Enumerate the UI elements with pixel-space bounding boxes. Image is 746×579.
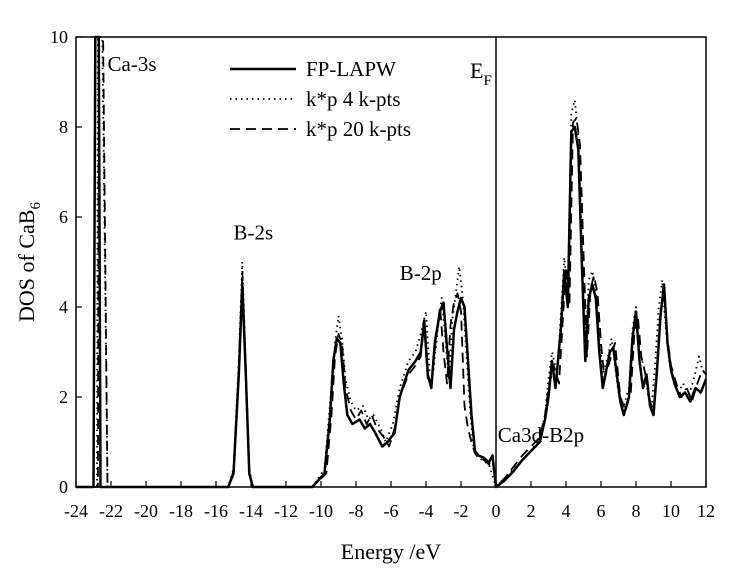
x-tick-label: 10 xyxy=(662,501,680,521)
fermi-level-label-text: E xyxy=(470,58,483,83)
x-tick-label: -14 xyxy=(239,501,263,521)
x-tick-label: -22 xyxy=(99,501,123,521)
x-tick-label: 6 xyxy=(597,501,606,521)
x-tick-label: 0 xyxy=(492,501,501,521)
x-tick-label: 12 xyxy=(697,501,715,521)
y-axis: 0 2 4 6 8 10 xyxy=(50,27,82,497)
annotation-ca3d-b2p: Ca3d-B2p xyxy=(498,423,584,447)
x-axis-label: Energy /eV xyxy=(341,539,442,564)
annotations: Ca-3s B-2s B-2p Ca3d-B2p xyxy=(108,52,585,447)
series-line-k-p-4-k-pts xyxy=(76,36,707,488)
x-tick-label: 4 xyxy=(562,501,571,521)
y-tick-label: 4 xyxy=(59,297,68,317)
annotation-b-2s: B-2s xyxy=(234,221,274,245)
legend: FP-LAPW k*p 4 k-pts k*p 20 k-pts xyxy=(230,57,411,141)
x-axis: -24 -22 -20 -18 -16 -14 -12 -10 -8 -6 -4 -2 0 2 4 6 8 10 1… xyxy=(64,481,715,521)
x-tick-label: -2 xyxy=(454,501,469,521)
y-tick-label: 0 xyxy=(59,477,68,497)
x-tick-label: -12 xyxy=(274,501,298,521)
legend-label-k-p-4-k-pts: k*p 4 k-pts xyxy=(306,87,401,111)
x-tick-label: -18 xyxy=(169,501,193,521)
fermi-level-label: EF xyxy=(470,58,492,89)
x-tick-label: -20 xyxy=(134,501,158,521)
legend-label-k-p-20-k-pts: k*p 20 k-pts xyxy=(306,117,411,141)
y-tick-label: 6 xyxy=(59,207,68,227)
fermi-level-label-subscript: F xyxy=(483,73,491,89)
y-axis-label-subscript: 6 xyxy=(28,202,44,210)
x-tick-label: -6 xyxy=(384,501,399,521)
x-tick-label: 8 xyxy=(632,501,641,521)
x-tick-label: -8 xyxy=(349,501,364,521)
x-tick-label: -16 xyxy=(204,501,228,521)
y-tick-label: 8 xyxy=(59,117,68,137)
x-tick-label: 2 xyxy=(527,501,536,521)
annotation-ca-3s: Ca-3s xyxy=(108,52,157,76)
x-tick-label: -10 xyxy=(309,501,333,521)
y-axis-label: DOS of CaB6 xyxy=(14,202,44,322)
x-tick-label: -4 xyxy=(419,501,434,521)
y-tick-label: 10 xyxy=(50,27,68,47)
legend-label-fp-lapw: FP-LAPW xyxy=(306,57,396,81)
series-layer xyxy=(76,35,708,489)
series-line-k-p-20-k-pts xyxy=(76,36,707,488)
annotation-b-2p: B-2p xyxy=(400,261,442,285)
y-tick-label: 2 xyxy=(59,387,68,407)
y-axis-label-text: DOS of CaB xyxy=(14,210,39,322)
x-tick-label: -24 xyxy=(64,501,88,521)
